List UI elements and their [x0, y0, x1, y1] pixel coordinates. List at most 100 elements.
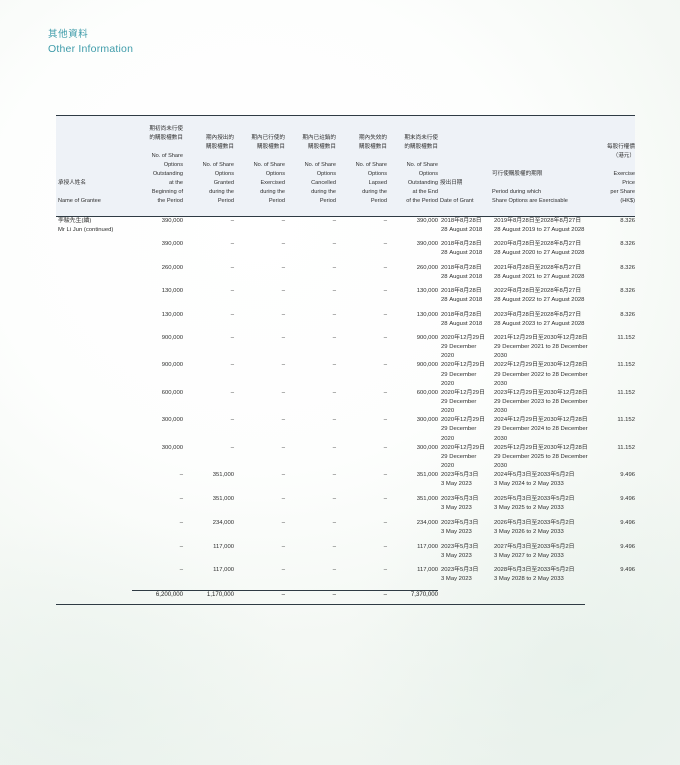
table-row: 600,000 – – – – 600,000 2020年12月29日 29 De… [56, 389, 635, 416]
table-row: 300,000 – – – – 300,000 2020年12月29日 29 De… [56, 444, 635, 471]
cell-cancelled: – [332, 472, 336, 479]
share-options-table-wrapper: 承授人姓名 Name of Grantee 期初尚未行使 的購股權數目 No. … [56, 115, 635, 606]
cell-period-exercisable: 2023年12月29日至2030年12月28日 29 December 2023 … [490, 389, 594, 416]
cell-cancelled: – [332, 241, 336, 248]
cell-exercised: – [281, 288, 285, 295]
column-header-outstanding-end: 期末尚未行使 的購股權數目 No. of Share Options Outst… [387, 116, 438, 216]
cell-outstanding-end: 117,000 [417, 567, 438, 574]
cell-granted: 351,000 [212, 495, 234, 502]
period-en: 3 May 2026 to 2 May 2033 [494, 528, 564, 535]
cell-lapsed: – [383, 311, 387, 318]
column-header-cancelled-zh: 期內已註銷的 購股權數目 [302, 135, 336, 151]
cell-date-of-grant: 2018年8月28日 28 August 2018 [438, 264, 490, 288]
period-zh: 2021年12月29日至2030年12月28日 [494, 335, 588, 342]
cell-date-of-grant: 2018年8月28日 28 August 2018 [438, 287, 490, 311]
totals-price-spacer [594, 591, 635, 599]
cell-granted: – [230, 288, 234, 295]
date-of-grant-zh: 2018年8月28日 [441, 288, 482, 295]
cell-exercised: – [281, 311, 285, 318]
table-row: 130,000 – – – – 130,000 2018年8月28日 28 Aug… [56, 311, 635, 335]
cell-exercised: – [281, 417, 285, 424]
column-header-outstanding-begin: 期初尚未行使 的購股權數目 No. of Share Options Outst… [132, 116, 183, 216]
totals-row: 6,200,000 1,170,000 – – – 7,370,000 [56, 590, 635, 599]
cell-outstanding-end: 300,000 [416, 417, 438, 424]
cell-granted: – [230, 241, 234, 248]
period-en: 3 May 2028 to 2 May 2033 [494, 576, 564, 583]
cell-cancelled: – [332, 217, 336, 224]
cell-date-of-grant: 2018年8月28日 28 August 2018 [438, 216, 490, 240]
date-of-grant-en: 29 December 2020 [441, 453, 477, 469]
cell-outstanding-begin: 900,000 [161, 362, 183, 369]
column-header-period-exercisable-en: Period during which Share Options are Ex… [492, 189, 568, 205]
cell-date-of-grant: 2018年8月28日 28 August 2018 [438, 240, 490, 264]
cell-granted: 351,000 [212, 472, 234, 479]
cell-cancelled: – [332, 311, 336, 318]
cell-period-exercisable: 2020年8月28日至2028年8月27日 28 August 2020 to 2… [490, 240, 594, 264]
table-row: – 351,000 – – – 351,000 2023年5月3日 3 May 2… [56, 471, 635, 495]
cell-outstanding-end: 600,000 [416, 389, 438, 396]
column-header-exercised-zh: 期內已行使的 購股權數目 [251, 135, 285, 151]
cell-period-exercisable: 2024年12月29日至2030年12月28日 29 December 2024 … [490, 416, 594, 443]
column-header-exercise-price: 每股行權價 （港元） Exercise Price per Share (HK$… [594, 116, 635, 216]
cell-exercise-price: 8.326 [620, 264, 635, 271]
grantee-name-zh: 李駿先生(續) [58, 217, 92, 224]
column-header-lapsed-en: No. of Share Options Lapsed during the P… [355, 162, 387, 205]
totals-exercised: – [234, 590, 285, 599]
cell-granted: – [230, 217, 234, 224]
cell-period-exercisable: 2021年8月28日至2028年8月27日 28 August 2021 to 2… [490, 264, 594, 288]
cell-period-exercisable: 2022年12月29日至2030年12月28日 29 December 2022 … [490, 361, 594, 388]
table-row: 900,000 – – – – 900,000 2020年12月29日 29 De… [56, 334, 635, 361]
period-en: 3 May 2027 to 2 May 2033 [494, 552, 564, 559]
cell-outstanding-end: 351,000 [416, 472, 438, 479]
date-of-grant-zh: 2020年12月29日 [441, 389, 485, 396]
cell-granted: – [230, 417, 234, 424]
date-of-grant-en: 28 August 2018 [441, 250, 483, 257]
table-row: 900,000 – – – – 900,000 2020年12月29日 29 De… [56, 361, 635, 388]
cell-period-exercisable: 2028年5月3日至2033年5月2日 3 May 2028 to 2 May 2… [490, 566, 594, 590]
cell-outstanding-begin: – [179, 567, 183, 574]
table-header: 承授人姓名 Name of Grantee 期初尚未行使 的購股權數目 No. … [56, 115, 635, 217]
date-of-grant-en: 29 December 2020 [441, 399, 477, 415]
table-row: – 117,000 – – – 117,000 2023年5月3日 3 May 2… [56, 566, 635, 590]
cell-exercised: – [281, 444, 285, 451]
period-zh: 2026年5月3日至2033年5月2日 [494, 519, 575, 526]
cell-cancelled: – [332, 519, 336, 526]
period-en: 29 December 2021 to 28 December 2030 [494, 344, 588, 360]
cell-cancelled: – [332, 567, 336, 574]
column-header-date-of-grant-en: Date of Grant [440, 198, 474, 205]
cell-date-of-grant: 2023年5月3日 3 May 2023 [438, 543, 490, 567]
cell-exercise-price: 11.152 [617, 444, 635, 451]
cell-exercised: – [281, 543, 285, 550]
header-top-rule [56, 115, 635, 116]
cell-outstanding-begin: – [179, 472, 183, 479]
date-of-grant-zh: 2023年5月3日 [441, 519, 479, 526]
date-of-grant-zh: 2023年5月3日 [441, 495, 479, 502]
cell-exercised: – [281, 335, 285, 342]
table-row: – 117,000 – – – 117,000 2023年5月3日 3 May 2… [56, 543, 635, 567]
cell-cancelled: – [332, 417, 336, 424]
cell-granted: 234,000 [212, 519, 234, 526]
cell-cancelled: – [332, 264, 336, 271]
totals-period-spacer [490, 591, 594, 599]
cell-lapsed: – [383, 335, 387, 342]
cell-outstanding-end: 234,000 [416, 519, 438, 526]
cell-exercise-price: 8.326 [620, 311, 635, 318]
cell-outstanding-end: 900,000 [416, 335, 438, 342]
cell-period-exercisable: 2019年8月28日至2028年8月27日 28 August 2019 to 2… [490, 216, 594, 240]
cell-outstanding-end: 130,000 [416, 288, 438, 295]
period-zh: 2027年5月3日至2033年5月2日 [494, 543, 575, 550]
period-zh: 2021年8月28日至2028年8月27日 [494, 264, 582, 271]
share-options-table: 承授人姓名 Name of Grantee 期初尚未行使 的購股權數目 No. … [56, 115, 635, 599]
cell-outstanding-begin: 900,000 [161, 335, 183, 342]
cell-date-of-grant: 2018年8月28日 28 August 2018 [438, 311, 490, 335]
table-row: 260,000 – – – – 260,000 2018年8月28日 28 Aug… [56, 264, 635, 288]
cell-outstanding-begin: 600,000 [161, 389, 183, 396]
cell-exercised: – [281, 567, 285, 574]
cell-exercise-price: 9.496 [620, 543, 635, 550]
table-closing-rule [56, 604, 585, 606]
column-header-exercise-price-en: Exercise Price per Share (HK$) [610, 171, 635, 205]
column-header-granted-en: No. of Share Options Granted during the … [202, 162, 234, 205]
date-of-grant-en: 29 December 2020 [441, 344, 477, 360]
totals-granted: 1,170,000 [183, 590, 234, 599]
cell-date-of-grant: 2020年12月29日 29 December 2020 [438, 361, 490, 388]
